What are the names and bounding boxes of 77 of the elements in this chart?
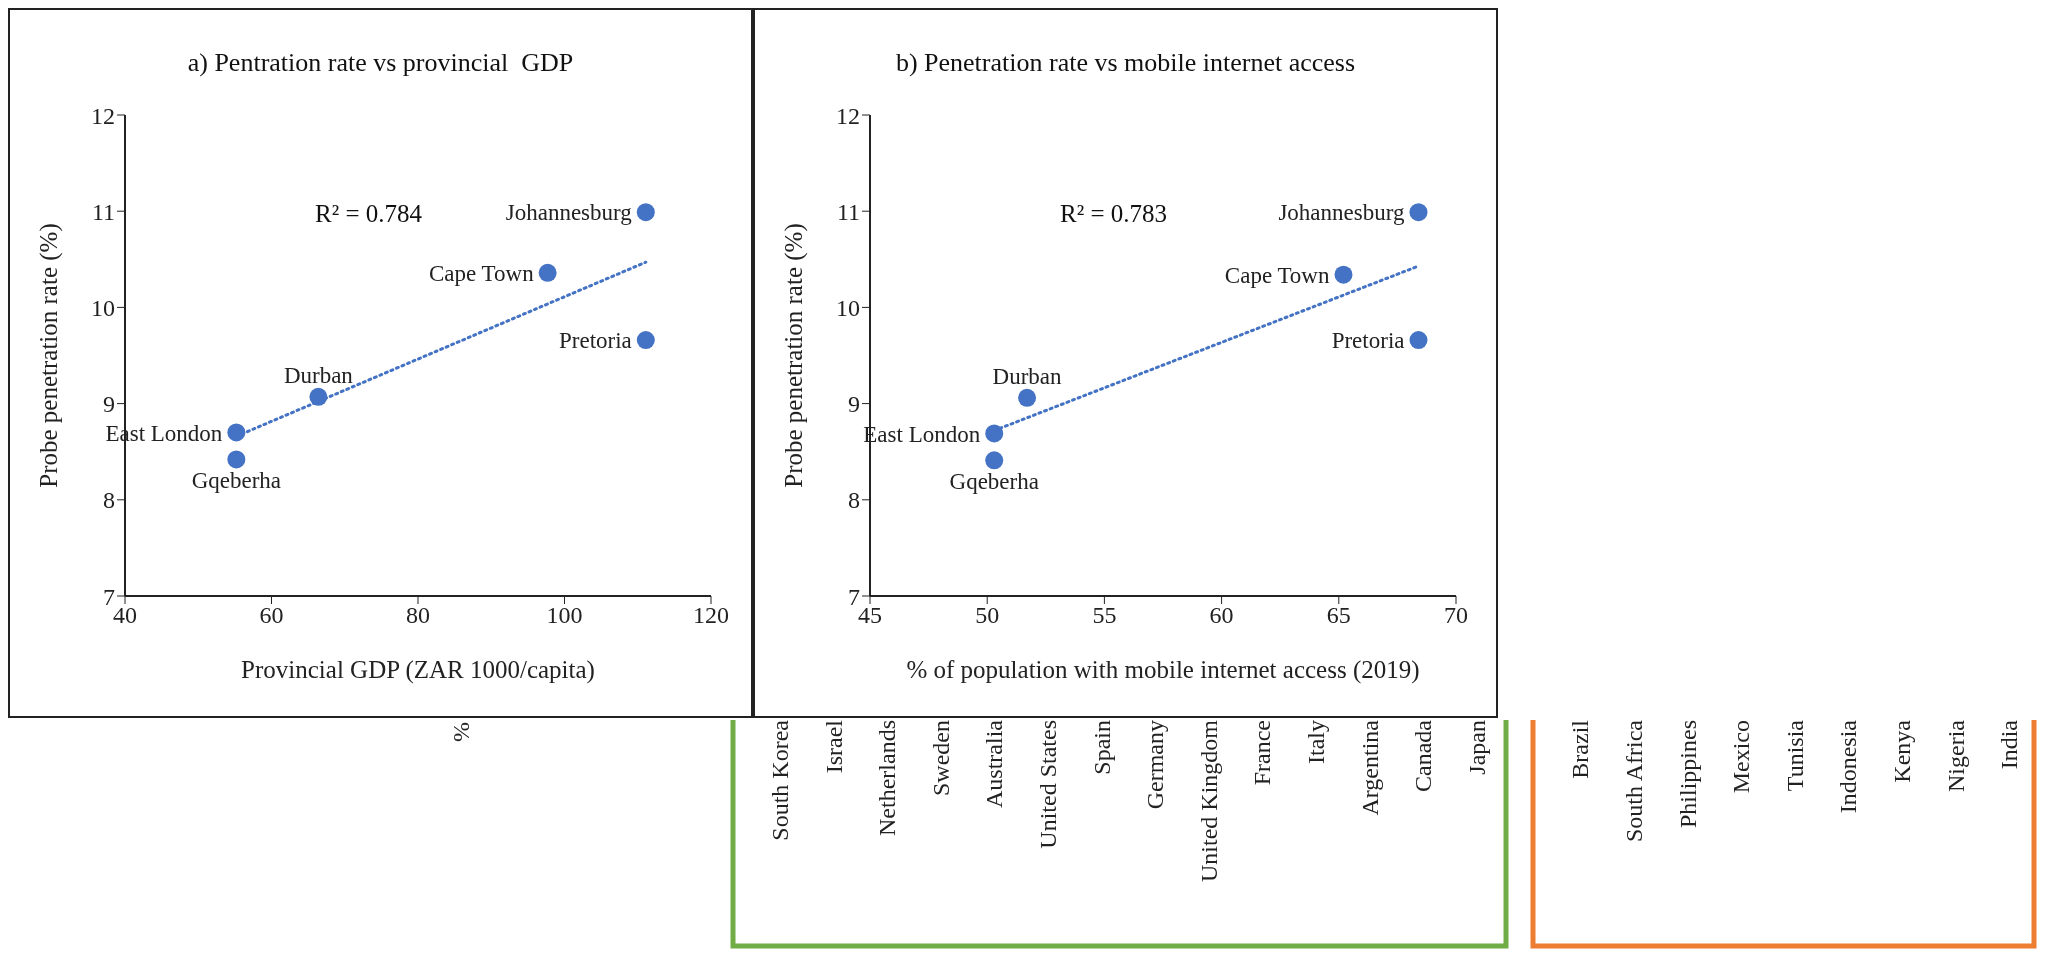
y-axis-title: Probe penetration rate (%) — [779, 223, 808, 488]
annotation: Durban — [283, 362, 354, 388]
category-label: Australia — [981, 719, 1008, 808]
x-tick-label: 60 — [1209, 602, 1234, 629]
point — [1334, 265, 1353, 284]
point — [1409, 203, 1428, 222]
annotation: Pretoria — [1331, 328, 1405, 354]
y-tick-label: 12 — [836, 102, 860, 129]
point — [309, 387, 328, 406]
annotation: Cape Town — [429, 260, 535, 286]
category-label: Italy — [1303, 720, 1329, 764]
annotation: Johannesburg — [1278, 200, 1405, 226]
point — [1018, 388, 1037, 407]
category-label: Germany — [1142, 720, 1169, 810]
y-tick-label: 9 — [848, 391, 860, 418]
x-axis-title: % of population with mobile internet access (2019) — [906, 656, 1420, 684]
category-label: Spain — [1088, 720, 1115, 775]
x-tick-label: 60 — [259, 602, 284, 629]
annotation: R² = 0.783 — [1060, 200, 1168, 228]
category-label: Canada — [1410, 719, 1437, 792]
y-tick-label: 10 — [836, 294, 860, 321]
x-tick-label: 70 — [1444, 602, 1468, 629]
y-tick-label: 10 — [91, 294, 115, 321]
category-label: Philippines — [1674, 720, 1701, 829]
annotation: Johannesburg — [505, 200, 633, 226]
category-label: Japan — [1463, 720, 1490, 775]
annotation: Cape Town — [1224, 262, 1330, 288]
point — [985, 451, 1004, 470]
category-label: Nigeria — [1942, 719, 1969, 792]
category-label: Tunisia — [1781, 719, 1808, 792]
point — [227, 450, 246, 469]
chart-title: a) Pentration rate vs provincial GDP — [186, 48, 575, 78]
category-label: South Korea — [767, 719, 793, 841]
point — [538, 263, 557, 282]
category-label: Kenya — [1889, 719, 1915, 783]
point — [227, 423, 246, 442]
category-label: United Kingdom — [1195, 719, 1222, 882]
point — [985, 424, 1004, 443]
y-axis-title: Probe penetration rate (%) — [34, 223, 63, 488]
x-axis-title: Provincial GDP (ZAR 1000/capita) — [241, 656, 595, 684]
x-tick-label: 65 — [1326, 602, 1351, 629]
x-tick-label: 55 — [1092, 602, 1117, 629]
point — [636, 331, 655, 350]
x-tick-label: 40 — [113, 602, 137, 629]
x-tick-label: 80 — [406, 602, 430, 629]
x-tick-label: 120 — [693, 602, 729, 629]
point — [1409, 331, 1428, 350]
y-tick-label: 8 — [848, 487, 860, 514]
annotation: R² = 0.784 — [315, 200, 423, 228]
y-tick-label: 8 — [103, 487, 115, 514]
chart-title: b) Penetration rate vs mobile internet access — [894, 48, 1357, 78]
y-tick-label: 12 — [91, 102, 115, 129]
x-tick-label: 45 — [858, 602, 882, 629]
x-tick-label: 100 — [546, 602, 583, 629]
category-label: Netherlands — [874, 720, 901, 836]
category-label: Mexico — [1728, 720, 1755, 794]
text: % — [449, 722, 475, 742]
annotation: Durban — [992, 363, 1063, 389]
category-label: Brazil — [1567, 719, 1594, 779]
category-label: Indonesia — [1835, 719, 1862, 814]
annotation: Gqeberha — [949, 468, 1039, 494]
category-label: South Africa — [1621, 719, 1647, 842]
point — [636, 203, 655, 222]
annotation: Pretoria — [558, 328, 632, 354]
category-label: France — [1249, 720, 1276, 786]
y-tick-label: 11 — [836, 198, 860, 225]
category-label: Argentina — [1356, 719, 1383, 816]
x-tick-label: 50 — [975, 602, 1000, 629]
y-tick-label: 7 — [103, 583, 115, 610]
y-tick-label: 9 — [103, 391, 115, 418]
y-tick-label: 11 — [91, 198, 115, 225]
category-label: Sweden — [927, 720, 954, 796]
annotation: Gqeberha — [191, 467, 282, 493]
category-label: United States — [1035, 720, 1061, 849]
category-label: Israel — [820, 719, 847, 774]
category-label: India — [1996, 719, 2023, 770]
y-tick-label: 7 — [848, 583, 860, 610]
